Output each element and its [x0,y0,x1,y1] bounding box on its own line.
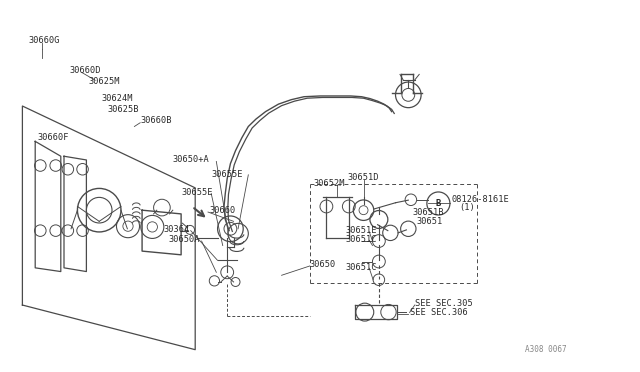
Text: 30660B: 30660B [141,116,172,125]
Text: A308 0067: A308 0067 [525,345,566,354]
Text: 30650: 30650 [310,260,336,269]
Text: (1): (1) [460,203,476,212]
Text: 30660G: 30660G [29,36,60,45]
Text: B: B [436,199,441,208]
Text: 30660: 30660 [210,206,236,215]
Text: 30651E: 30651E [346,226,377,235]
Text: 30651D: 30651D [348,173,379,182]
Text: 30651B: 30651B [413,208,444,217]
Text: 30651: 30651 [416,217,442,226]
Text: 30364: 30364 [164,225,190,234]
Text: 30655E: 30655E [181,188,212,197]
Text: 30660F: 30660F [37,133,68,142]
Text: 30625M: 30625M [88,77,120,86]
Text: SEE SEC.306: SEE SEC.306 [410,308,467,317]
Text: 30651C: 30651C [346,263,377,272]
Text: 30652M: 30652M [314,179,345,187]
Text: 30660D: 30660D [69,66,100,75]
Text: 30655E: 30655E [211,170,243,179]
Text: 30651C: 30651C [346,235,377,244]
Text: 30650+A: 30650+A [173,155,209,164]
Text: SEE SEC.305: SEE SEC.305 [415,299,472,308]
Text: 30624M: 30624M [101,94,132,103]
Text: 30650A: 30650A [169,235,200,244]
Text: 30625B: 30625B [108,105,139,114]
Text: 08126-8161E: 08126-8161E [452,195,509,203]
